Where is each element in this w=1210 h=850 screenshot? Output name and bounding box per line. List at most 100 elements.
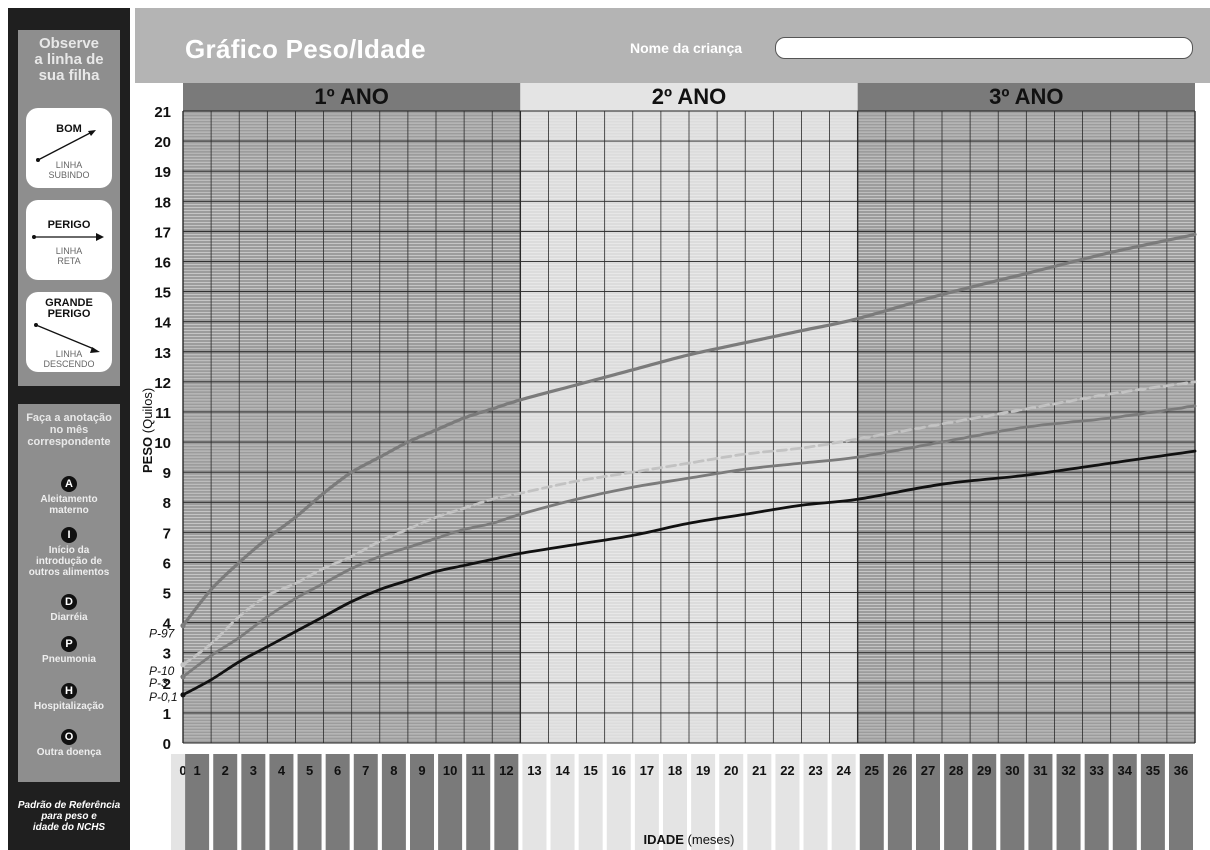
x-tick-label: 22: [780, 763, 794, 778]
month-cell: [1028, 754, 1053, 850]
y-tick-label: 19: [154, 164, 171, 181]
x-tick-label: 35: [1146, 763, 1160, 778]
month-cell: [494, 754, 519, 850]
x-tick-label: 6: [334, 763, 341, 778]
month-cell: [663, 754, 687, 850]
x-tick-label: 23: [808, 763, 822, 778]
letter-h-badge: H: [61, 683, 77, 699]
child-name-input[interactable]: [775, 37, 1193, 59]
legend-label: Diarréia: [50, 612, 88, 623]
month-cell: [325, 754, 350, 850]
child-name-label: Nome da criança: [630, 40, 743, 56]
month-cell: [438, 754, 463, 850]
legend-other-illness: O Outra doença: [18, 727, 120, 758]
curve-p-97: [181, 232, 1197, 628]
grid-lines: [182, 110, 1196, 744]
y-axis-title: PESO: [140, 433, 155, 473]
x-tick-label: 12: [499, 763, 513, 778]
curve-p-0-1: [181, 449, 1197, 697]
x-tick-label: 29: [977, 763, 991, 778]
legend-label: Início da introdução de outros alimentos: [28, 545, 110, 578]
x-axis-title: IDADE: [643, 832, 687, 847]
letter-a-badge: A: [61, 476, 77, 492]
header-bar: Gráfico Peso/Idade Nome da criança: [135, 8, 1210, 83]
y-tick-label: 13: [154, 345, 171, 362]
curve-p-10: [181, 380, 1197, 667]
y-tick-label: 11: [155, 405, 171, 422]
great-danger-sub-2: DESCENDO: [43, 359, 95, 369]
legend-label: Hospitalização: [33, 701, 105, 712]
year-band-header: [857, 83, 1195, 111]
legend-label: Outra doença: [36, 747, 102, 758]
x-tick-label: 34: [1118, 763, 1133, 778]
percentile-label: P-10: [149, 664, 175, 678]
curve-start-point: [180, 674, 186, 680]
line-down-icon: [34, 323, 100, 353]
curve-start-point: [180, 623, 186, 629]
legend-hospitalization: H Hospitalização: [18, 681, 120, 712]
sidebar: Observe a linha de sua filha BOM LINHA S…: [8, 8, 130, 850]
percentile-labels: P-97 P-10P-3P-0,1: [149, 627, 178, 704]
x-tick-label: 4: [278, 763, 286, 778]
y-tick-label: 15: [154, 285, 171, 302]
year-band-header: [183, 83, 521, 111]
y-tick-label: 4: [163, 616, 172, 633]
percentile-label: P-3: [149, 676, 168, 690]
month-cell: [887, 754, 912, 850]
month-cell: [1056, 754, 1081, 850]
y-tick-label: 3: [163, 646, 171, 663]
month-cell: [213, 754, 238, 850]
x-tick-label: 0: [179, 763, 186, 778]
y-tick-label: 16: [154, 254, 171, 271]
letter-d-badge: D: [61, 594, 77, 610]
month-cell: [522, 754, 547, 850]
x-tick-label: 36: [1174, 763, 1188, 778]
month-cell: [1140, 754, 1165, 850]
x-tick-label: 20: [724, 763, 738, 778]
month-cell: [972, 754, 997, 850]
letter-o-badge: O: [61, 729, 77, 745]
curve-start-point: [180, 662, 186, 668]
month-cell: [578, 754, 603, 850]
line-flat-icon: [32, 233, 104, 241]
line-up-icon: [36, 130, 96, 162]
y-tick-label: 0: [163, 736, 171, 753]
month-cell: [916, 754, 940, 850]
x-tick-label: 30: [1005, 763, 1019, 778]
good-label: BOM: [56, 123, 82, 135]
legend-diarrhea: D Diarréia: [18, 592, 120, 623]
x-tick-label: 27: [921, 763, 935, 778]
percentile-label: P-0,1: [149, 690, 178, 704]
x-axis: 0 1 2 3 4 5 6 7 8 9 10 11 12 13 14 15 16 17 18 19 20 21 22 23 24…: [171, 754, 1193, 850]
legend-breastfeeding: A Aleitamento materno: [18, 474, 120, 516]
month-cell: [803, 754, 828, 850]
month-cell: [269, 754, 294, 850]
y-tick-label: 1: [163, 706, 171, 723]
good-sub-2: SUBINDO: [48, 170, 90, 180]
x-tick-label: 16: [612, 763, 626, 778]
y-axis-label: PESO (Quilos): [140, 388, 155, 473]
month-cell: [1084, 754, 1109, 850]
y-tick-label: 10: [154, 435, 171, 452]
good-sub-1: LINHA: [55, 160, 83, 170]
letter-p-badge: P: [61, 636, 77, 652]
x-tick-label: 32: [1061, 763, 1075, 778]
month-cell: [606, 754, 631, 850]
month-cell: [1169, 754, 1193, 850]
month-cell: [185, 754, 210, 850]
good-card: BOM LINHA SUBINDO: [26, 108, 112, 188]
x-tick-label: 15: [583, 763, 597, 778]
x-tick-label: 21: [752, 763, 766, 778]
month-cell: [747, 754, 772, 850]
x-tick-label: 24: [836, 763, 851, 778]
danger-label: PERIGO: [47, 219, 91, 231]
great-danger-sub-1: LINHA: [55, 349, 83, 359]
month-cell: [944, 754, 969, 850]
curve-p-3: [181, 404, 1197, 679]
month-cell: [466, 754, 491, 850]
month-cell: [297, 754, 322, 850]
x-tick-label: 3: [250, 763, 257, 778]
month-cell: [410, 754, 434, 850]
weight-age-chart: 1º ANO 2º ANO 3º ANO 012345678910111213141…: [140, 83, 1197, 850]
x-tick-label: 9: [418, 763, 425, 778]
